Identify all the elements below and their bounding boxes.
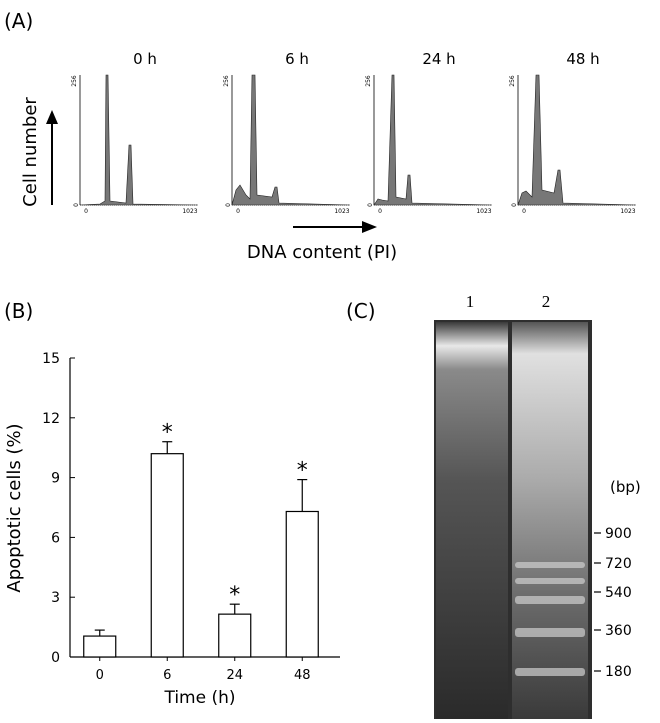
axis-title: Time (h) [163, 688, 235, 708]
marker-label: 900 [605, 526, 632, 542]
x-tick-label: 6 [163, 668, 171, 683]
tick-label: 0 [378, 208, 382, 215]
tick-label: 256 [71, 75, 78, 87]
arrow-head [46, 110, 58, 124]
panel-label: (C) [346, 299, 376, 323]
tick-label: 1023 [334, 208, 349, 215]
tick-label: 0 [225, 203, 232, 207]
y-tick-label: 3 [51, 590, 60, 606]
x-tick-label: 48 [294, 668, 311, 683]
panel-label: (A) [4, 9, 33, 33]
y-tick-label: 6 [51, 530, 60, 546]
tick-label: 256 [365, 75, 372, 87]
x-tick-label: 0 [96, 668, 104, 683]
size-markers: 900 720 540 360 180 [594, 526, 632, 680]
lane-label: 1 [466, 292, 475, 311]
tick-label: 1023 [476, 208, 491, 215]
tick-label: 1023 [182, 208, 197, 215]
y-tick-label: 15 [42, 351, 60, 367]
bar-chart: 0 3 6 9 12 15 0 6 * 24 * 48 * [42, 351, 340, 683]
y-tick-label: 0 [51, 650, 60, 666]
time-label: 6 h [285, 50, 309, 68]
axis-title: Cell number [20, 97, 41, 207]
axis-title: Apoptotic cells (%) [4, 423, 25, 592]
arrow-head [362, 221, 377, 233]
histogram [79, 74, 199, 206]
marker-label: 180 [605, 664, 632, 680]
histogram [231, 74, 351, 206]
y-tick-label: 9 [51, 471, 60, 487]
bar [218, 613, 252, 658]
unit-label: (bp) [610, 478, 641, 496]
bar [285, 510, 319, 658]
bar [83, 635, 117, 658]
marker-label: 360 [605, 623, 632, 639]
axis-title: DNA content (PI) [247, 242, 397, 263]
significance: * [297, 459, 308, 484]
tick-label: 256 [223, 75, 230, 87]
histogram [517, 74, 637, 206]
marker-label: 540 [605, 585, 632, 601]
gel-bands [515, 562, 585, 676]
tick-label: 0 [73, 203, 80, 207]
gel-lane [436, 322, 508, 719]
tick-label: 0 [367, 203, 374, 207]
gel-lane [512, 322, 588, 719]
tick-label: 1023 [620, 208, 635, 215]
panel-label: (B) [4, 299, 33, 323]
tick-label: 0 [522, 208, 526, 215]
tick-label: 0 [236, 208, 240, 215]
time-label: 48 h [566, 50, 599, 68]
significance: * [162, 421, 173, 446]
marker-label: 720 [605, 556, 632, 572]
significance: * [229, 583, 240, 608]
tick-label: 0 [511, 203, 518, 207]
tick-label: 256 [509, 75, 516, 87]
x-tick-label: 24 [226, 668, 243, 683]
time-label: 0 h [133, 50, 157, 68]
lane-label: 2 [542, 292, 551, 311]
time-label: 24 h [422, 50, 455, 68]
y-tick-label: 12 [42, 411, 60, 427]
bar [150, 453, 184, 658]
tick-label: 0 [84, 208, 88, 215]
histogram [373, 74, 493, 206]
